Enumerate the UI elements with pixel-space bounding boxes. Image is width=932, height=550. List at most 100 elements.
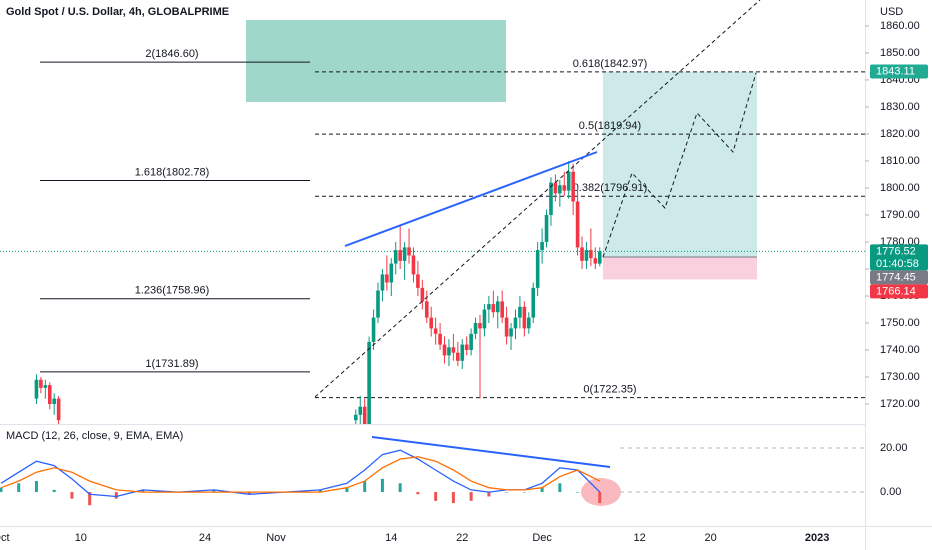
candle-body (580, 247, 584, 261)
boxes (246, 20, 757, 280)
x-tick-label: Dec (532, 532, 552, 544)
x-tick-label: 22 (456, 532, 468, 544)
y-tick-label: 1810.00 (880, 155, 920, 167)
histogram-bar (598, 492, 602, 504)
y-tick-label: 1850.00 (880, 47, 920, 59)
candle-body (464, 344, 469, 351)
y-tick-label: 1720.00 (880, 398, 920, 410)
candle-body (549, 182, 553, 215)
candle-body (429, 317, 434, 329)
candle-body (52, 398, 57, 405)
histogram-bar (505, 492, 509, 493)
fib-label: 1.236(1758.96) (135, 285, 210, 297)
candle-body (424, 301, 429, 318)
y2-tick-label: 0.00 (880, 486, 901, 498)
histogram-bar (576, 492, 580, 493)
y-tick-label: 1730.00 (880, 371, 920, 383)
candle-body (509, 328, 513, 337)
candle-body (460, 344, 465, 361)
price-label-box (870, 244, 928, 271)
price-label: 1774.45 (876, 271, 916, 283)
histogram-bar (522, 492, 526, 493)
candle-body (558, 185, 562, 194)
price-label: 1776.52 (876, 245, 916, 257)
main-pane: 2(1846.60) 1.618(1802.78) 1.236(1758.96) 1(… (0, 48, 865, 424)
fib-label: 1.618(1802.78) (135, 166, 210, 178)
candle-body (575, 201, 580, 248)
candle-body (526, 317, 531, 329)
candle-body (522, 306, 527, 329)
drawings (314, 0, 761, 398)
histogram-bar (345, 487, 349, 493)
candle-body (385, 274, 389, 283)
candle-body (362, 406, 367, 424)
candle-body (389, 263, 394, 283)
candle-body (540, 241, 544, 251)
candle-body (469, 333, 473, 351)
histogram-bar (34, 481, 38, 493)
histogram-bar (247, 492, 251, 495)
x-tick-label: 20 (705, 532, 717, 544)
histogram-bar (398, 483, 402, 493)
y-tick-label: 1750.00 (880, 317, 920, 329)
candle-body (393, 250, 398, 264)
candle-body (398, 250, 402, 261)
histogram-bar (558, 483, 562, 493)
histogram-bar (141, 489, 145, 493)
x-tick-label: 2023 (805, 532, 829, 544)
candle-body (593, 258, 598, 264)
price-label-box (870, 284, 928, 299)
histogram-bar (363, 481, 367, 493)
macd-title: MACD (12, 26, close, 9, EMA, EMA) (6, 430, 183, 442)
candle-body (571, 171, 575, 202)
countdown-label: 01:40:58 (876, 258, 919, 270)
price-label-box (870, 64, 928, 79)
histogram-bar (434, 492, 438, 501)
candle-body (513, 317, 518, 329)
macd-line (0, 456, 601, 493)
price-label-box (870, 270, 928, 285)
candle-body (420, 287, 425, 302)
histogram-bar (52, 489, 56, 493)
histogram-bar (451, 492, 455, 504)
candle-body (562, 185, 567, 191)
candle-body (478, 322, 482, 329)
diagonal-dashed-line (314, 0, 761, 398)
candle-body (358, 406, 363, 415)
candle-body (376, 290, 380, 318)
fib-label: 1(1731.89) (145, 358, 198, 370)
zone-rectangle (246, 20, 506, 102)
candle-body (544, 214, 549, 242)
fib-label: 0.382(1796.91) (573, 182, 648, 194)
candle-body (589, 250, 593, 259)
y-tick-label: 1800.00 (880, 182, 920, 194)
candle-body (416, 274, 420, 288)
projection-path (602, 72, 757, 258)
divergence-line (371, 436, 611, 468)
macd-pane (0, 436, 865, 506)
trend-line (344, 151, 598, 247)
candle-body (491, 304, 496, 313)
candle-body (500, 301, 504, 318)
histogram-bar (469, 492, 473, 501)
candle-body (56, 398, 61, 421)
candle-body (433, 328, 438, 334)
candle-body (566, 171, 571, 191)
axes: 1720.001730.001740.001750.001760.001770.… (0, 20, 928, 544)
y2-tick-label: 20.00 (880, 442, 908, 454)
histogram-bar (212, 489, 216, 493)
price-label: 1843.11 (876, 65, 915, 77)
y-tick-label: 1860.00 (880, 20, 920, 32)
candle-body (531, 287, 536, 318)
fib-label: 0(1722.35) (583, 384, 636, 396)
candle-body (380, 274, 385, 291)
x-tick-label: 24 (199, 532, 211, 544)
candle-body (584, 250, 589, 261)
x-tick-label: 12 (634, 532, 646, 544)
histogram-bar (540, 487, 544, 493)
fib-label: 2(1846.60) (145, 48, 198, 60)
candle-body (371, 317, 376, 342)
candle-body (367, 341, 371, 424)
histogram-bar (416, 492, 420, 495)
